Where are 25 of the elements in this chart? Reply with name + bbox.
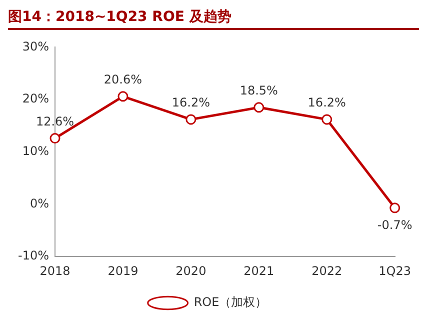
x-tick-label: 2020 <box>176 264 206 278</box>
data-label: 16.2% <box>308 96 346 110</box>
y-tick-label: 10% <box>22 144 49 158</box>
x-tick-label: 2021 <box>244 264 274 278</box>
x-tick-label: 2018 <box>40 264 70 278</box>
point <box>186 114 196 125</box>
x-tick-label: 2019 <box>108 264 138 278</box>
data-label: 12.6% <box>36 114 74 128</box>
point <box>390 202 400 214</box>
point <box>254 102 264 113</box>
y-tick-label: 30% <box>22 39 49 54</box>
x-tick-label: 1Q23 <box>378 264 412 278</box>
y-tick-label: 20% <box>22 92 49 106</box>
data-label: 18.5% <box>240 84 278 98</box>
point <box>50 133 60 144</box>
point <box>322 114 332 125</box>
legend-label: ROE（加权） <box>194 295 268 310</box>
data-label: 20.6% <box>104 72 142 87</box>
y-tick-label: -10% <box>18 248 49 263</box>
chart-title: 图14：2018~1Q23 ROE 及趋势 <box>8 8 419 30</box>
data-label: 16.2% <box>172 96 210 110</box>
point <box>118 91 128 102</box>
x-tick-label: 2022 <box>312 264 342 278</box>
data-label: -0.7% <box>377 218 412 232</box>
y-tick-label: 0% <box>30 196 49 210</box>
